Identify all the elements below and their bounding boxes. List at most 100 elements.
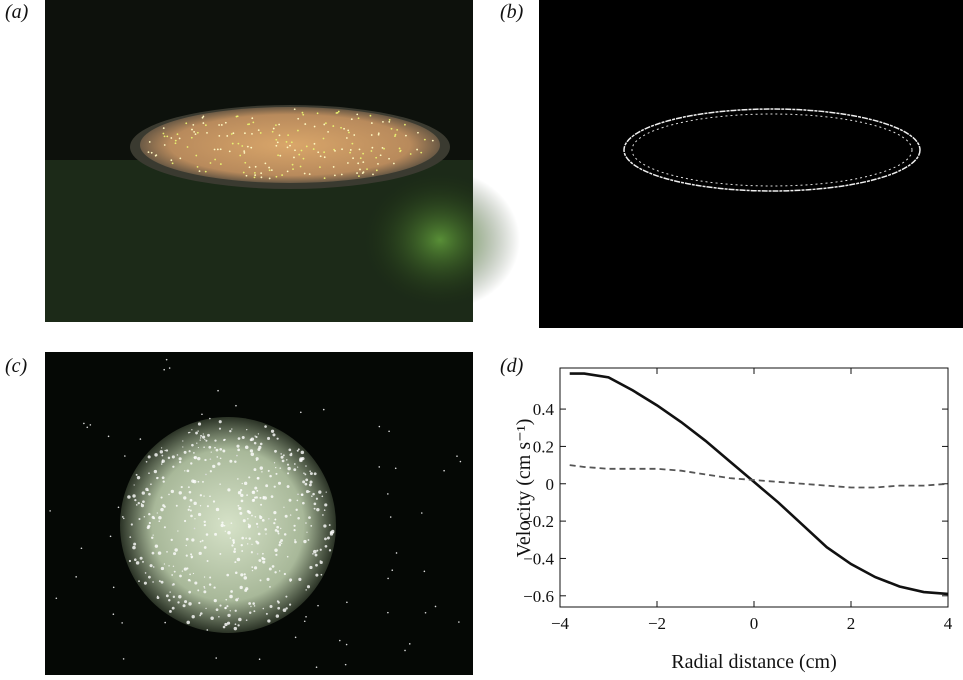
speckle bbox=[394, 467, 397, 470]
speckle bbox=[203, 446, 205, 448]
speckle bbox=[199, 540, 202, 543]
speckle bbox=[317, 151, 320, 154]
speckle bbox=[198, 601, 201, 605]
speckle bbox=[258, 559, 262, 562]
speckle bbox=[259, 466, 263, 470]
speckle bbox=[273, 485, 276, 488]
speckle bbox=[221, 521, 224, 524]
speckle bbox=[267, 619, 271, 623]
speckle bbox=[281, 174, 284, 176]
speckle bbox=[213, 148, 216, 151]
speckle bbox=[206, 629, 209, 631]
speckle bbox=[375, 156, 378, 159]
speckle bbox=[130, 523, 133, 526]
speckle bbox=[237, 624, 240, 627]
speckle bbox=[261, 471, 263, 473]
speckle bbox=[352, 157, 354, 160]
speckle bbox=[163, 563, 166, 565]
speckle bbox=[188, 590, 192, 594]
plot-frame bbox=[559, 367, 949, 608]
speckle bbox=[313, 472, 317, 476]
speckle bbox=[228, 150, 231, 153]
speckle bbox=[197, 589, 200, 592]
speckle bbox=[216, 148, 219, 151]
speckle bbox=[176, 133, 179, 136]
speckle bbox=[268, 169, 271, 172]
speckle bbox=[162, 504, 165, 507]
speckle bbox=[265, 533, 267, 535]
speckle bbox=[279, 154, 282, 157]
speckle bbox=[188, 505, 191, 508]
speckle bbox=[409, 153, 412, 155]
speckle bbox=[246, 428, 248, 431]
speckle bbox=[154, 154, 157, 157]
speckle bbox=[205, 473, 207, 476]
speckle bbox=[237, 491, 242, 495]
speckle bbox=[185, 544, 187, 547]
speckle bbox=[152, 534, 154, 536]
speckle bbox=[246, 145, 249, 148]
speckle bbox=[375, 169, 378, 172]
speckle bbox=[226, 135, 229, 137]
speckle bbox=[219, 552, 222, 555]
speckle bbox=[247, 123, 249, 126]
speckle bbox=[218, 124, 220, 126]
speckle bbox=[286, 170, 289, 173]
speckle bbox=[328, 524, 331, 526]
speckle bbox=[219, 447, 223, 451]
speckle bbox=[191, 128, 193, 131]
speckle bbox=[242, 519, 246, 523]
speckle bbox=[128, 559, 132, 563]
speckle bbox=[146, 526, 150, 530]
speckle bbox=[189, 573, 191, 576]
speckle bbox=[306, 585, 311, 589]
speckle bbox=[162, 459, 164, 461]
speckle bbox=[194, 581, 198, 585]
speckle bbox=[398, 147, 401, 150]
speckle bbox=[276, 530, 280, 533]
speckle bbox=[404, 123, 406, 126]
speckle bbox=[276, 525, 279, 529]
speckle bbox=[256, 553, 259, 555]
speckle bbox=[260, 176, 263, 179]
y-tick-label: 0.2 bbox=[533, 437, 554, 456]
speckle bbox=[157, 477, 159, 479]
speckle bbox=[255, 459, 258, 462]
speckle bbox=[309, 470, 312, 473]
speckle bbox=[275, 614, 280, 618]
speckle bbox=[345, 137, 348, 139]
speckle bbox=[183, 519, 187, 523]
speckle bbox=[199, 494, 203, 497]
speckle bbox=[190, 553, 193, 556]
speckle bbox=[203, 576, 206, 578]
speckle bbox=[253, 605, 256, 607]
speckle bbox=[274, 518, 277, 521]
speckle bbox=[334, 149, 336, 152]
speckle bbox=[160, 566, 165, 571]
speckle bbox=[135, 561, 140, 565]
speckle bbox=[230, 133, 233, 135]
speckle bbox=[158, 515, 162, 520]
speckle bbox=[285, 607, 288, 610]
speckle bbox=[308, 516, 311, 519]
speckle bbox=[219, 604, 222, 607]
speckle bbox=[329, 532, 334, 536]
speckle bbox=[404, 649, 406, 652]
speckle bbox=[189, 579, 191, 582]
speckle bbox=[349, 149, 352, 151]
speckle bbox=[203, 587, 206, 589]
x-tick-label: 0 bbox=[750, 614, 759, 633]
speckle bbox=[269, 604, 273, 608]
speckle bbox=[305, 145, 308, 148]
speckle bbox=[112, 586, 115, 589]
speckle bbox=[226, 573, 230, 577]
speckle bbox=[144, 572, 147, 574]
speckle bbox=[206, 131, 208, 134]
speckle bbox=[231, 544, 234, 547]
y-tick-label: −0.2 bbox=[523, 512, 554, 531]
speckle bbox=[197, 480, 200, 483]
speckle bbox=[286, 146, 289, 149]
speckle bbox=[282, 608, 287, 613]
speckle bbox=[280, 455, 284, 459]
speckle bbox=[148, 141, 151, 143]
